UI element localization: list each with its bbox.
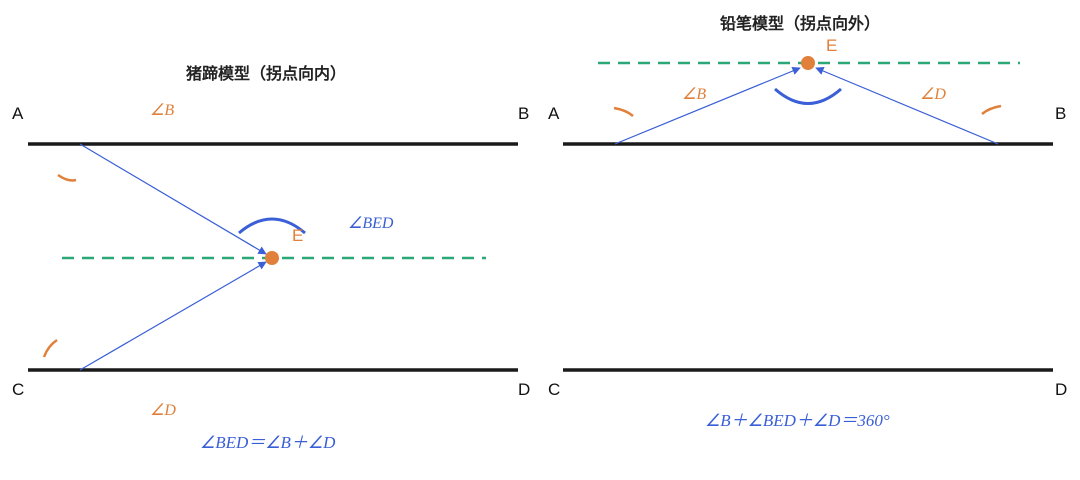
right-angle-d-label: ∠D: [920, 86, 946, 103]
right-label-b: B: [1055, 104, 1067, 123]
right-label-c: C: [548, 380, 561, 399]
left-angle-d-label: ∠D: [150, 402, 176, 419]
left-point-e-dot: [265, 251, 279, 265]
left-arc-angle-b: [57, 173, 77, 182]
right-segment-be: [614, 66, 801, 145]
left-title: 猪蹄模型（拐点向内）: [186, 64, 347, 83]
right-arc-angle-b: [613, 106, 634, 117]
left-arc-angle-d: [42, 338, 58, 358]
left-label-a: A: [12, 104, 24, 123]
left-formula: ∠BED＝∠B＋∠D: [200, 433, 336, 452]
left-angle-b-label: ∠B: [150, 102, 175, 119]
right-point-e-dot: [801, 56, 815, 70]
left-label-c: C: [12, 380, 25, 399]
right-arc-angle-d: [981, 104, 1002, 115]
right-label-d: D: [1055, 380, 1068, 399]
right-label-a: A: [548, 104, 560, 123]
right-title: 铅笔模型（拐点向外）: [720, 14, 881, 33]
left-segment-be: [79, 143, 267, 255]
left-segment-de: [79, 261, 267, 371]
right-arc-angle-bed: [774, 87, 842, 105]
right-angle-b-label: ∠B: [682, 86, 707, 103]
left-label-d: D: [518, 380, 531, 399]
right-segment-de: [815, 67, 999, 145]
right-label-e: E: [826, 36, 838, 55]
left-label-b: B: [518, 104, 530, 123]
left-angle-bed-label: ∠BED: [348, 215, 394, 232]
right-formula: ∠B＋∠BED＋∠D＝360°: [705, 411, 890, 430]
left-label-e: E: [292, 226, 304, 245]
left-arc-angle-bed: [238, 217, 306, 235]
